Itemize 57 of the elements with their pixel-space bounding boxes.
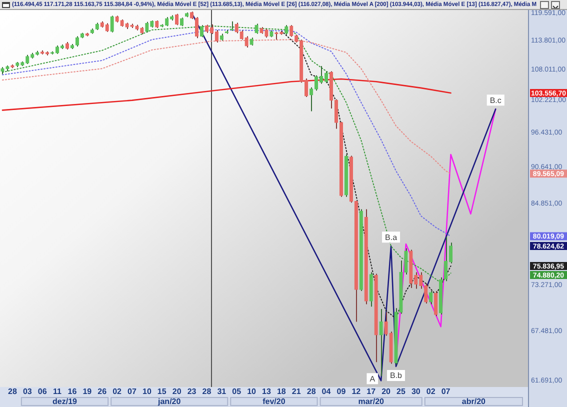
candlestick: [26, 54, 30, 65]
x-tick-label: 02: [426, 387, 436, 396]
candlestick: [244, 36, 248, 48]
candlestick: [254, 23, 258, 34]
data-label: B.a: [385, 232, 398, 242]
text: dez/19: [52, 397, 78, 406]
x-tick-label: 30: [411, 387, 421, 396]
candlestick: [434, 290, 438, 317]
x-tick-label: 28: [202, 387, 212, 396]
x-tick-label: 26: [98, 387, 108, 396]
data-label: B.b: [390, 371, 403, 380]
line-series: [2, 25, 452, 284]
x-tick-label: 06: [38, 387, 48, 396]
candlestick: [230, 20, 234, 32]
text: abr/20: [462, 397, 486, 406]
x-tick-label: 20: [382, 387, 392, 396]
text: mar/20: [358, 397, 385, 406]
x-tick-label: 04: [322, 387, 332, 396]
candlestick: [414, 272, 418, 290]
candlestick: [309, 86, 314, 112]
candlestick: [240, 30, 244, 40]
x-tick-label: 31: [217, 387, 227, 396]
x-tick-label: 13: [262, 387, 272, 396]
text: fev/20: [262, 397, 286, 406]
x-tick-label: 05: [232, 387, 242, 396]
x-tick-label: 10: [142, 387, 152, 396]
x-tick-label: 12: [352, 387, 362, 396]
x-tick-label: 28: [8, 387, 18, 396]
x-tick-label: 19: [82, 387, 92, 396]
line-series: [2, 39, 452, 174]
x-tick-label: 10: [247, 387, 257, 396]
data-label: B.c: [490, 96, 502, 105]
data-label: A: [370, 374, 376, 384]
x-tick-label: 15: [157, 387, 167, 396]
x-tick-label: 03: [22, 387, 32, 396]
x-tick-label: 25: [396, 387, 406, 396]
candlestick: [304, 78, 308, 98]
x-tick-label: 02: [112, 387, 122, 396]
line-series: [280, 30, 452, 320]
text: jan/20: [157, 397, 182, 406]
candlestick: [110, 15, 114, 33]
candlestick: [145, 21, 149, 33]
x-tick-label: 17: [366, 387, 376, 396]
x-tick-label: 09: [336, 387, 346, 396]
x-tick-label: 23: [187, 387, 197, 396]
x-tick-label: 16: [68, 387, 78, 396]
candlestick: [75, 36, 80, 47]
x-tick-label: 07: [441, 387, 451, 396]
candlestick: [379, 308, 383, 377]
x-tick-label: 07: [128, 387, 137, 396]
x-tick-label: 28: [306, 387, 316, 396]
candlestick: [404, 248, 408, 275]
x-tick-label: 18: [276, 387, 286, 396]
x-tick-label: 21: [292, 387, 302, 396]
candlestick: [384, 312, 388, 336]
x-tick-label: 20: [172, 387, 182, 396]
x-tick-label: 11: [53, 387, 62, 396]
